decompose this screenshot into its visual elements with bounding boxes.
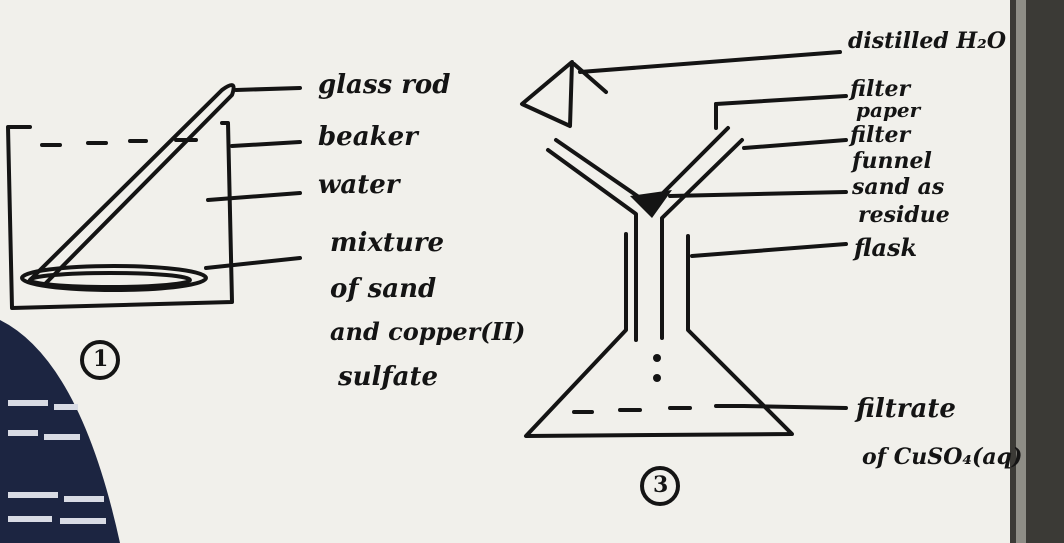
mixture-layer-inner bbox=[28, 271, 192, 289]
funnel-right-wall bbox=[660, 138, 744, 340]
label-filtrate-1: filtrate bbox=[856, 394, 956, 424]
label-sand-2: residue bbox=[858, 202, 950, 228]
leader-water bbox=[206, 191, 302, 202]
board-frame-highlight bbox=[1016, 0, 1026, 543]
label-glass-rod: glass rod bbox=[318, 70, 451, 100]
leader-filtrate bbox=[742, 404, 848, 410]
flask-outline bbox=[524, 232, 794, 438]
cloth-corner bbox=[0, 320, 120, 543]
label-distilled: distilled H₂O bbox=[848, 28, 1006, 54]
leader-mixture bbox=[204, 256, 302, 270]
figure-1-circle bbox=[80, 340, 120, 380]
label-sand-1: sand as bbox=[852, 174, 945, 200]
label-mixture-1: mixture bbox=[330, 228, 445, 258]
leader-filter-paper bbox=[714, 94, 848, 106]
drop bbox=[653, 374, 661, 382]
label-mixture-4: sulfate bbox=[338, 362, 439, 392]
label-filter-funnel-1: filter bbox=[850, 122, 911, 148]
glass-rod bbox=[28, 83, 236, 286]
drop bbox=[653, 354, 661, 362]
water-level bbox=[40, 138, 198, 147]
leader-filter-funnel bbox=[742, 138, 848, 150]
beaker-outline bbox=[6, 121, 234, 310]
filter-paper-left bbox=[554, 138, 648, 204]
wash-bottle-nozzle bbox=[572, 62, 608, 94]
label-beaker: beaker bbox=[318, 122, 418, 152]
leader-flask bbox=[690, 242, 848, 258]
label-filtrate-2: of CuSO₄(aq) bbox=[862, 444, 1023, 470]
figure-1-number: 1 bbox=[93, 346, 109, 372]
label-flask: flask bbox=[854, 233, 918, 262]
figure-3-circle bbox=[640, 466, 680, 506]
label-mixture-3: and copper(II) bbox=[330, 317, 526, 346]
cloth-pattern bbox=[8, 400, 106, 524]
leader-sand bbox=[668, 190, 848, 198]
funnel-left-wall bbox=[546, 148, 638, 342]
label-filter-funnel-2: funnel bbox=[852, 148, 932, 174]
leader-glass-rod bbox=[234, 86, 302, 92]
leader-beaker bbox=[230, 140, 302, 148]
label-filter-paper-2: paper bbox=[856, 98, 921, 122]
label-mixture-2: of sand bbox=[330, 274, 437, 304]
mixture-layer bbox=[20, 264, 208, 292]
filtrate-level bbox=[572, 404, 746, 414]
label-water: water bbox=[318, 170, 400, 200]
label-filter-paper-1: filter bbox=[850, 76, 911, 102]
leader-distilled bbox=[578, 50, 842, 74]
sand-residue bbox=[630, 190, 672, 218]
wash-bottle bbox=[520, 60, 574, 128]
figure-3-number: 3 bbox=[653, 472, 669, 498]
